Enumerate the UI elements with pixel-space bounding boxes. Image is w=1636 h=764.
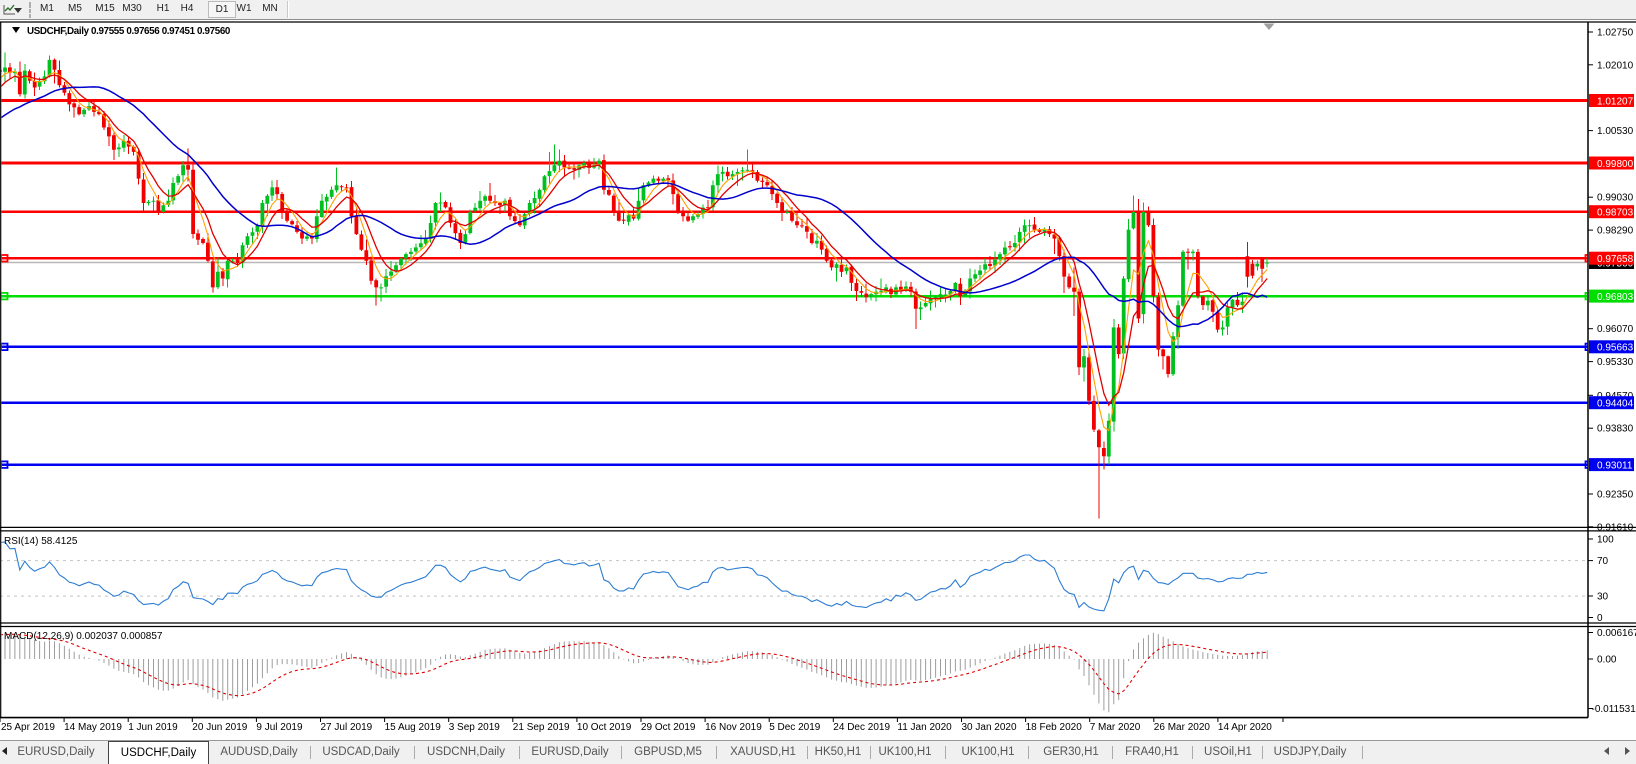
svg-text:18 Feb 2020: 18 Feb 2020 xyxy=(1026,722,1083,733)
svg-text:0.95663: 0.95663 xyxy=(1597,343,1634,354)
svg-text:0.99800: 0.99800 xyxy=(1597,159,1634,170)
svg-text:5 Dec 2019: 5 Dec 2019 xyxy=(769,722,821,733)
svg-text:0.91610: 0.91610 xyxy=(1597,522,1634,533)
svg-text:0.92350: 0.92350 xyxy=(1597,490,1634,501)
svg-text:0.96070: 0.96070 xyxy=(1597,324,1634,335)
svg-text:0.006167: 0.006167 xyxy=(1597,628,1636,639)
svg-text:1.00530: 1.00530 xyxy=(1597,126,1634,137)
svg-text:100: 100 xyxy=(1597,535,1614,546)
svg-text:MACD(12,26,9) 0.002037 0.00085: MACD(12,26,9) 0.002037 0.000857 xyxy=(4,631,163,642)
svg-text:10 Oct 2019: 10 Oct 2019 xyxy=(577,722,632,733)
svg-text:26 Mar 2020: 26 Mar 2020 xyxy=(1154,722,1211,733)
svg-text:15 Aug 2019: 15 Aug 2019 xyxy=(385,722,442,733)
svg-text:0.00: 0.00 xyxy=(1597,655,1617,666)
svg-text:70: 70 xyxy=(1597,556,1609,567)
svg-text:0.99030: 0.99030 xyxy=(1597,193,1634,204)
svg-text:1.02750: 1.02750 xyxy=(1597,28,1634,39)
svg-text:0: 0 xyxy=(1597,613,1603,624)
svg-text:RSI(14) 58.4125: RSI(14) 58.4125 xyxy=(4,536,78,547)
svg-text:0.96803: 0.96803 xyxy=(1597,292,1634,303)
svg-text:11 Jan 2020: 11 Jan 2020 xyxy=(897,722,952,733)
svg-text:30: 30 xyxy=(1597,592,1609,603)
svg-text:1 Jun 2019: 1 Jun 2019 xyxy=(128,722,178,733)
svg-text:30 Jan 2020: 30 Jan 2020 xyxy=(962,722,1017,733)
svg-text:0.97658: 0.97658 xyxy=(1597,254,1634,265)
svg-text:0.98290: 0.98290 xyxy=(1597,226,1634,237)
svg-text:21 Sep 2019: 21 Sep 2019 xyxy=(513,722,570,733)
svg-text:3 Sep 2019: 3 Sep 2019 xyxy=(449,722,501,733)
svg-text:0.95330: 0.95330 xyxy=(1597,357,1634,368)
svg-text:USDCHF,Daily 0.97555 0.97656: USDCHF,Daily 0.97555 0.97656 0.97451 0.9… xyxy=(27,26,231,37)
svg-text:24 Dec 2019: 24 Dec 2019 xyxy=(833,722,890,733)
svg-text:1.02010: 1.02010 xyxy=(1597,60,1634,71)
svg-text:29 Oct 2019: 29 Oct 2019 xyxy=(641,722,696,733)
svg-text:0.93011: 0.93011 xyxy=(1597,460,1633,471)
svg-text:9 Jul 2019: 9 Jul 2019 xyxy=(256,722,303,733)
svg-text:27 Jul 2019: 27 Jul 2019 xyxy=(321,722,373,733)
svg-text:14 May 2019: 14 May 2019 xyxy=(64,722,122,733)
svg-text:0.93830: 0.93830 xyxy=(1597,424,1634,435)
svg-text:14 Apr 2020: 14 Apr 2020 xyxy=(1218,722,1272,733)
svg-text:16 Nov 2019: 16 Nov 2019 xyxy=(705,722,762,733)
svg-text:1.01207: 1.01207 xyxy=(1597,96,1634,107)
svg-text:0.98703: 0.98703 xyxy=(1597,208,1634,219)
svg-text:25 Apr 2019: 25 Apr 2019 xyxy=(1,722,55,733)
svg-text:20 Jun 2019: 20 Jun 2019 xyxy=(192,722,247,733)
svg-text:-0.011531: -0.011531 xyxy=(1592,704,1636,715)
svg-text:7 Mar 2020: 7 Mar 2020 xyxy=(1090,722,1141,733)
svg-text:0.94404: 0.94404 xyxy=(1597,399,1634,410)
